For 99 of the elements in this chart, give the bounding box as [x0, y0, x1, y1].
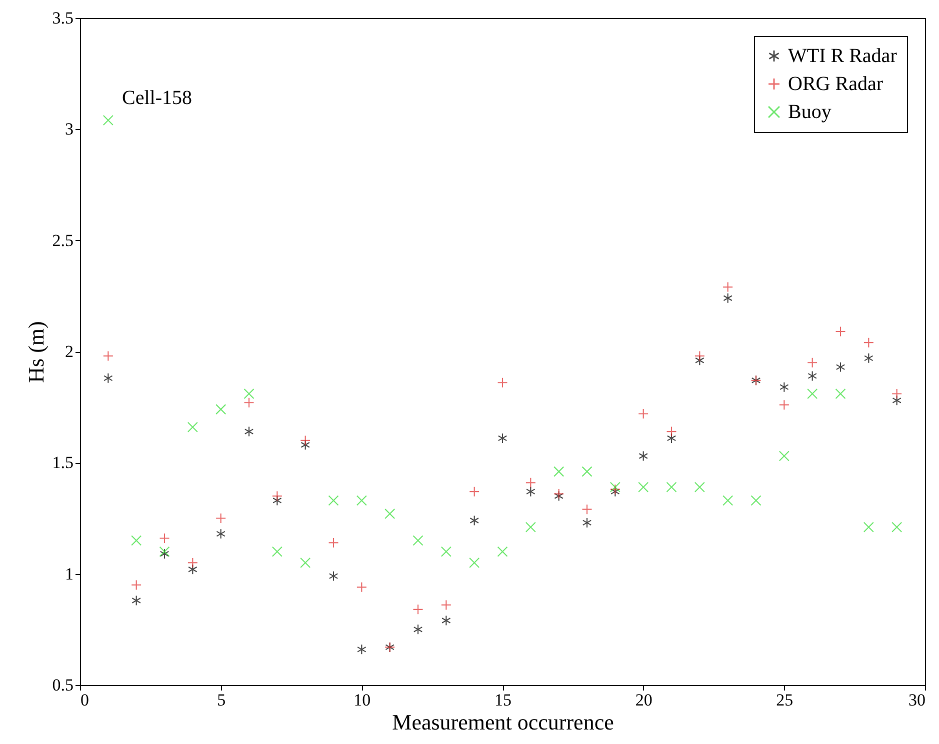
y-tick-label: 1.5	[52, 453, 74, 472]
legend-label: WTI R Radar	[788, 45, 898, 67]
point	[498, 432, 508, 444]
point	[102, 350, 114, 362]
point	[892, 522, 902, 532]
point	[638, 482, 649, 492]
point	[554, 466, 564, 477]
point	[102, 114, 114, 126]
point	[384, 508, 396, 520]
point	[216, 528, 226, 540]
point	[808, 370, 817, 382]
annotation: Cell-158	[122, 87, 192, 109]
point	[216, 404, 226, 415]
point	[526, 486, 536, 497]
point	[470, 515, 479, 526]
point	[892, 388, 902, 400]
point	[750, 495, 762, 506]
point	[666, 426, 677, 437]
point	[160, 548, 170, 560]
point	[272, 495, 282, 506]
y-axis-title: Hs (m)	[23, 321, 48, 383]
point	[836, 362, 846, 372]
point	[328, 495, 339, 506]
point	[864, 352, 874, 364]
point	[525, 477, 536, 488]
point	[469, 557, 480, 568]
point	[469, 486, 480, 497]
point	[131, 580, 142, 590]
x-axis-title: Measurement occurrence	[392, 710, 614, 734]
point	[244, 397, 254, 408]
point	[666, 432, 676, 444]
point	[638, 450, 648, 462]
x-tick-label: 10	[354, 690, 371, 710]
legend-label: ORG Radar	[788, 73, 884, 95]
point	[723, 292, 732, 304]
point	[722, 282, 734, 292]
point	[412, 535, 424, 546]
point	[440, 546, 452, 557]
y-tick-label: 2.5	[52, 230, 74, 250]
point	[778, 400, 790, 410]
point	[357, 644, 366, 655]
point	[413, 624, 423, 635]
x-tick-label: 5	[217, 690, 226, 710]
x-tick-label: 20	[635, 690, 652, 710]
point	[104, 372, 113, 384]
point	[442, 615, 451, 626]
point	[187, 557, 198, 568]
point	[525, 522, 536, 532]
point	[216, 512, 226, 524]
point	[694, 482, 705, 492]
point	[892, 395, 902, 406]
point	[780, 382, 789, 392]
point	[695, 355, 704, 366]
point	[440, 600, 452, 610]
x-tick-label: 25	[776, 690, 794, 710]
point	[610, 482, 620, 492]
point	[272, 546, 282, 557]
point	[863, 337, 874, 348]
y-tick-label: 3.5	[52, 8, 74, 28]
point	[835, 326, 846, 337]
x-tick-label: 30	[908, 690, 926, 710]
point	[356, 495, 367, 506]
point	[159, 546, 170, 557]
point	[778, 450, 790, 462]
y-tick-label: 1	[65, 564, 74, 584]
point	[722, 495, 734, 506]
point	[188, 564, 198, 575]
x-tick-label: 15	[494, 690, 512, 710]
point	[582, 466, 592, 477]
point	[300, 435, 311, 446]
point	[412, 604, 424, 615]
y-tick-label: 2	[65, 342, 74, 361]
point	[356, 582, 367, 592]
point	[300, 440, 310, 450]
point	[497, 377, 508, 388]
point	[694, 350, 705, 362]
point	[638, 408, 649, 420]
point	[159, 532, 170, 544]
x-tick-label: 0	[80, 690, 89, 710]
y-tick-label: 3	[65, 120, 74, 139]
point	[187, 422, 198, 432]
point	[328, 537, 339, 548]
point	[582, 517, 592, 528]
point	[272, 490, 282, 502]
point	[132, 595, 141, 606]
point	[497, 546, 508, 557]
legend-label: Buoy	[788, 101, 832, 123]
point	[131, 535, 142, 546]
point	[244, 388, 254, 400]
point	[807, 388, 818, 400]
point	[244, 426, 254, 437]
point	[328, 570, 338, 582]
point	[863, 522, 874, 532]
y-tick-label: 0.5	[52, 676, 74, 694]
point	[582, 504, 592, 515]
point	[807, 357, 818, 368]
point	[666, 482, 677, 492]
point	[835, 388, 846, 400]
point	[300, 557, 311, 568]
